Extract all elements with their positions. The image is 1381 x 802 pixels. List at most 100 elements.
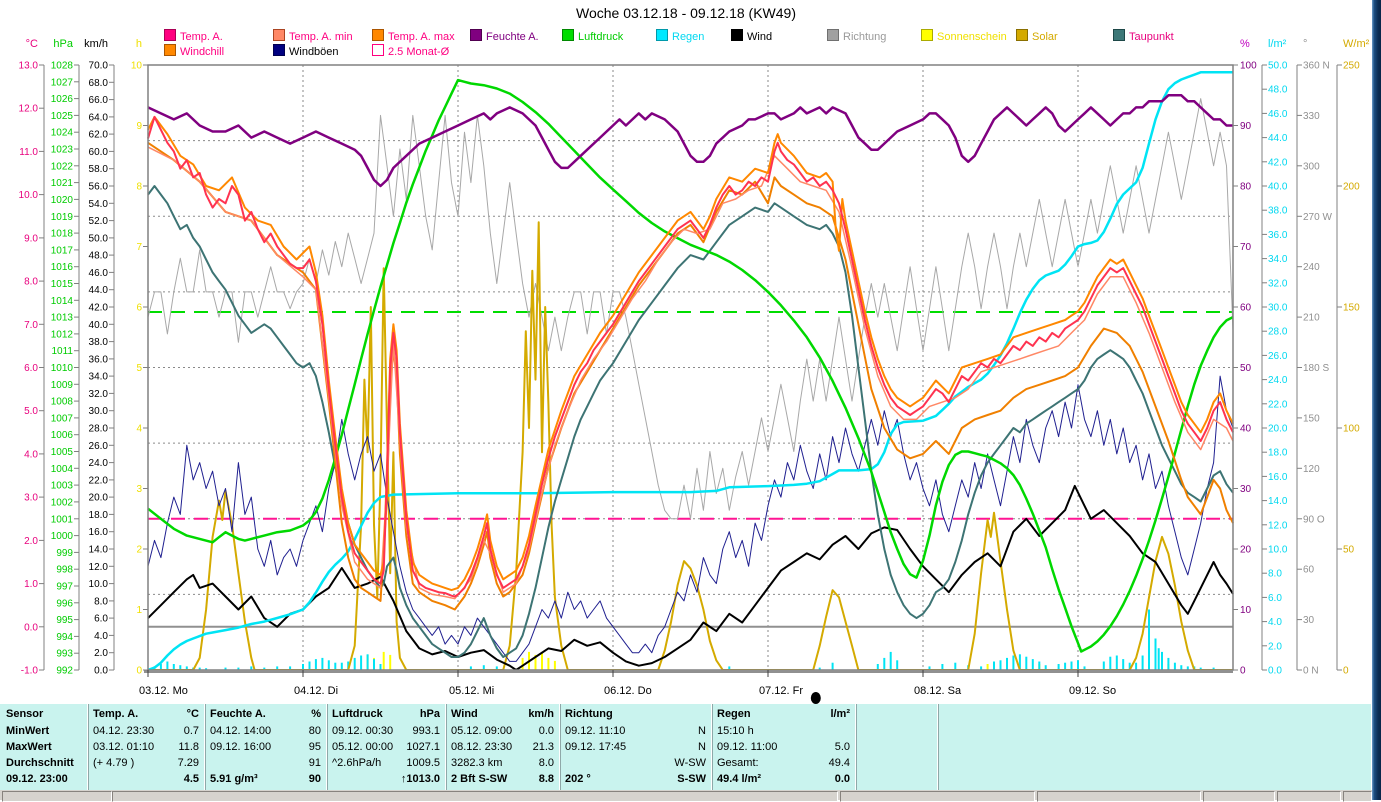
svg-text:18.0: 18.0 xyxy=(1268,448,1288,459)
status-bar-segment xyxy=(2,791,112,802)
svg-text:50.0: 50.0 xyxy=(1268,61,1288,72)
svg-text:l/m²: l/m² xyxy=(1268,38,1287,50)
svg-text:1026: 1026 xyxy=(51,94,74,105)
stats-cell-value: 49.4 xyxy=(828,757,850,769)
stats-cell-time: 03.12. 01:10 xyxy=(93,741,155,753)
svg-text:03.12. Mo: 03.12. Mo xyxy=(139,685,188,697)
svg-text:24.0: 24.0 xyxy=(1268,375,1288,386)
stats-cell-value: 91 xyxy=(308,757,321,769)
stats-cell-value: N xyxy=(698,725,706,737)
svg-text:8.0: 8.0 xyxy=(1268,569,1282,580)
svg-text:30: 30 xyxy=(1240,484,1252,495)
svg-text:26.0: 26.0 xyxy=(89,441,109,452)
svg-text:1017: 1017 xyxy=(51,245,74,256)
stats-col-unit: % xyxy=(311,708,321,720)
legend-item-temp-a-max: Temp. A. max xyxy=(372,29,455,43)
legend-item-temp-a-min: Temp. A. min xyxy=(273,29,353,43)
svg-text:44.0: 44.0 xyxy=(89,285,109,296)
moon-phase-new-moon-icon xyxy=(810,692,821,704)
legend-item-windb-en: Windböen xyxy=(273,44,339,58)
stats-cell-value: 90 xyxy=(308,773,321,785)
svg-text:90 O: 90 O xyxy=(1303,514,1325,525)
svg-text:995: 995 xyxy=(56,615,73,626)
stats-cell-value: 8.0 xyxy=(538,757,554,769)
series-feuchte-a- xyxy=(147,94,1233,188)
svg-text:1014: 1014 xyxy=(51,296,74,307)
stats-col-unit: hPa xyxy=(419,708,440,720)
stats-row-label: MinWert xyxy=(6,725,50,737)
legend-item-feuchte-a-: Feuchte A. xyxy=(470,29,539,43)
svg-text:42.0: 42.0 xyxy=(1268,157,1288,168)
svg-text:1018: 1018 xyxy=(51,229,74,240)
legend-item-label: Sonnenschein xyxy=(937,31,1007,43)
svg-text:34.0: 34.0 xyxy=(1268,254,1288,265)
svg-text:994: 994 xyxy=(56,632,73,643)
stats-cell-time: 09.12. 17:45 xyxy=(565,741,627,753)
svg-text:300: 300 xyxy=(1303,161,1320,172)
svg-text:04.12. Di: 04.12. Di xyxy=(294,685,338,697)
series-temp-a-max xyxy=(147,115,1234,592)
svg-text:1007: 1007 xyxy=(51,413,74,424)
svg-text:56.0: 56.0 xyxy=(89,182,109,193)
svg-text:14.0: 14.0 xyxy=(89,545,109,556)
status-bar-segment xyxy=(1343,791,1372,802)
svg-text:28.0: 28.0 xyxy=(89,424,109,435)
svg-text:66.0: 66.0 xyxy=(89,95,109,106)
svg-text:80: 80 xyxy=(1240,182,1252,193)
series-wind xyxy=(147,484,1234,671)
legend-item-2-5-monat-: 2.5 Monat-Ø xyxy=(372,44,449,58)
series-richtung xyxy=(147,98,1234,520)
weather-chart[interactable]: 13.012.011.010.09.08.07.06.05.04.03.02.0… xyxy=(0,0,1372,704)
svg-text:1: 1 xyxy=(136,605,142,616)
svg-text:8: 8 xyxy=(136,182,142,193)
svg-text:20.0: 20.0 xyxy=(89,493,109,504)
svg-text:40: 40 xyxy=(1240,424,1252,435)
svg-text:3.0: 3.0 xyxy=(24,493,38,504)
svg-text:9: 9 xyxy=(136,121,142,132)
svg-text:6.0: 6.0 xyxy=(24,363,38,374)
svg-text:120: 120 xyxy=(1303,464,1320,475)
svg-text:64.0: 64.0 xyxy=(89,112,109,123)
status-bar-segment xyxy=(840,791,1035,802)
svg-text:h: h xyxy=(136,38,142,50)
svg-text:06.12. Do: 06.12. Do xyxy=(604,685,652,697)
svg-text:100: 100 xyxy=(1343,424,1360,435)
legend-color-swatch-icon xyxy=(164,44,176,56)
svg-text:46.0: 46.0 xyxy=(89,268,109,279)
svg-text:60: 60 xyxy=(1240,303,1252,314)
series-windb-en xyxy=(147,375,1234,662)
svg-text:10.0: 10.0 xyxy=(19,190,39,201)
svg-text:250: 250 xyxy=(1343,61,1360,72)
svg-text:2.0: 2.0 xyxy=(1268,641,1282,652)
svg-text:3: 3 xyxy=(136,484,142,495)
svg-text:150: 150 xyxy=(1343,303,1360,314)
svg-text:4.0: 4.0 xyxy=(94,631,108,642)
svg-text:6.0: 6.0 xyxy=(1268,593,1282,604)
svg-text:1020: 1020 xyxy=(51,195,74,206)
stats-cell-value xyxy=(856,771,932,788)
stats-cell-value xyxy=(856,739,932,756)
svg-text:60: 60 xyxy=(1303,565,1315,576)
legend-item-label: Feuchte A. xyxy=(486,31,539,43)
legend-item-luftdruck: Luftdruck xyxy=(562,29,623,43)
svg-text:6.0: 6.0 xyxy=(94,614,108,625)
window-edge-decoration xyxy=(1372,0,1381,800)
series-taupunkt xyxy=(147,185,1234,658)
stats-cell-value: 7.29 xyxy=(177,757,199,769)
stats-col-header: Temp. A. xyxy=(93,708,139,720)
svg-text:4.0: 4.0 xyxy=(1268,617,1282,628)
stats-cell-time: ^2.6hPa/h xyxy=(332,757,382,769)
svg-text:-1.0: -1.0 xyxy=(21,666,39,677)
legend-color-swatch-icon xyxy=(372,29,384,41)
stats-col-unit: l/m² xyxy=(830,708,850,720)
svg-text:10.0: 10.0 xyxy=(89,579,109,590)
svg-text:1011: 1011 xyxy=(51,346,73,357)
svg-text:70: 70 xyxy=(1240,242,1252,253)
svg-text:22.0: 22.0 xyxy=(1268,399,1288,410)
svg-text:36.0: 36.0 xyxy=(89,354,109,365)
stats-cell-value xyxy=(856,755,932,772)
series-luftdruck xyxy=(147,78,1234,653)
stats-cell-value xyxy=(712,723,850,740)
svg-text:42.0: 42.0 xyxy=(89,303,109,314)
svg-text:70.0: 70.0 xyxy=(89,61,109,72)
